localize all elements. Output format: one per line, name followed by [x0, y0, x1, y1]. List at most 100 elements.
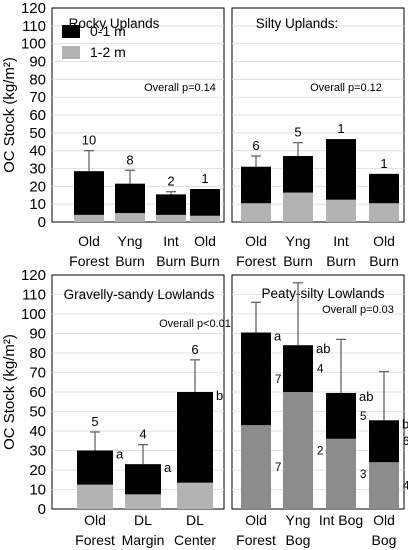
bar-segment-0-1m [283, 156, 313, 193]
category-label: Old [84, 512, 106, 528]
y-tick-label: 90 [29, 326, 46, 343]
category-label: Burn [369, 253, 399, 269]
y-tick-label: 90 [29, 54, 46, 71]
category-label: Yng [118, 233, 143, 249]
sample-size-1-2m: 4 [403, 481, 408, 493]
bar-segment-1-2m [241, 425, 271, 509]
category-label: Old [245, 512, 267, 528]
category-label: DL [186, 512, 204, 528]
bar-segment-1-2m [326, 438, 356, 509]
y-tick-label: 120 [21, 0, 46, 17]
category-label: DL [134, 512, 152, 528]
category-label: Old [373, 233, 395, 249]
sample-size-0-1m: 5 [360, 411, 366, 423]
significance-letter: b [216, 388, 223, 403]
bar-segment-0-1m [326, 139, 356, 200]
legend-label: 1-2 m [90, 44, 126, 60]
sample-size-0-1m: 6 [403, 436, 408, 448]
category-label: Burn [283, 253, 313, 269]
y-tick-label: 70 [29, 365, 46, 382]
bar-segment-1-2m [369, 462, 399, 509]
sample-size-label: 5 [91, 414, 98, 429]
sample-size-1-2m: 7 [275, 462, 281, 474]
y-axis-title: OC Stock (kg/m²) [1, 57, 18, 173]
sample-size-label: 1 [337, 121, 344, 136]
category-label: Old [78, 233, 100, 249]
y-tick-label: 10 [29, 482, 46, 499]
sample-size-label: 4 [139, 427, 146, 442]
y-tick-label: 40 [29, 423, 46, 440]
p-value-annotation: Overall p=0.12 [310, 82, 382, 94]
sample-size-label: 10 [82, 133, 96, 148]
y-tick-label: 10 [29, 196, 46, 213]
y-tick-label: 20 [29, 462, 46, 479]
sample-size-label: 1 [380, 156, 387, 171]
category-label: Old [194, 233, 216, 249]
bar-segment-0-1m [156, 194, 186, 215]
category-label: Burn [115, 253, 145, 269]
y-tick-label: 80 [29, 71, 46, 88]
category-label: Yng [286, 512, 311, 528]
category-label: Burn [156, 253, 186, 269]
y-tick-label: 30 [29, 161, 46, 178]
y-tick-label: 0 [38, 501, 46, 518]
sample-size-label: 6 [191, 342, 198, 357]
y-tick-label: 100 [21, 36, 46, 53]
y-tick-label: 120 [21, 267, 46, 284]
bar-segment-0-1m [125, 464, 161, 495]
panel-title: Peaty-silty Lowlands [261, 286, 384, 301]
category-label: Int [163, 233, 179, 249]
sample-size-0-1m: 7 [275, 374, 281, 386]
bar-segment-0-1m [74, 171, 104, 215]
legend-swatch [62, 46, 80, 59]
bar-segment-1-2m [369, 203, 399, 222]
category-label: Old [245, 233, 267, 249]
bar-segment-0-1m [190, 189, 220, 216]
category-label: Forest [69, 253, 109, 269]
significance-letter: b [402, 416, 408, 431]
significance-letter: ab [359, 389, 373, 404]
sample-size-1-2m: 3 [360, 469, 366, 481]
bar-segment-0-1m [369, 420, 399, 463]
sample-size-label: 2 [167, 174, 174, 189]
bar-segment-1-2m [177, 482, 213, 509]
p-value-annotation: Overall p<0.01 [159, 318, 231, 330]
bar-segment-1-2m [125, 494, 161, 509]
category-label: Int Bog [319, 512, 363, 528]
bar-segment-0-1m [177, 392, 213, 483]
significance-letter: a [164, 460, 172, 475]
significance-letter: a [116, 447, 124, 462]
category-label: Forest [75, 532, 115, 548]
bar-segment-1-2m [283, 192, 313, 222]
p-value-annotation: Overall p=0.03 [322, 304, 394, 316]
legend-swatch [62, 25, 80, 38]
bar-segment-1-2m [190, 215, 220, 222]
category-label: Int [333, 233, 349, 249]
legend-label: 0-1 m [90, 23, 126, 39]
y-tick-label: 80 [29, 345, 46, 362]
category-label: Margin [122, 532, 165, 548]
y-axis-title: OC Stock (kg/m²) [1, 334, 18, 450]
bar-segment-0-1m [369, 173, 399, 204]
bar-segment-1-2m [74, 214, 104, 222]
bar-segment-0-1m [283, 345, 313, 392]
y-tick-label: 0 [38, 214, 46, 231]
category-label: Burn [326, 253, 356, 269]
y-tick-label: 30 [29, 443, 46, 460]
category-label: Burn [190, 253, 220, 269]
category-label: Old [373, 512, 395, 528]
y-tick-label: 110 [22, 287, 46, 304]
y-tick-label: 50 [29, 125, 46, 142]
y-tick-label: 60 [29, 107, 46, 124]
category-label: Forest [236, 532, 276, 548]
y-tick-label: 50 [29, 404, 46, 421]
significance-letter: ab [316, 341, 330, 356]
sample-size-label: 8 [126, 152, 133, 167]
bar-segment-1-2m [326, 199, 356, 222]
category-label: Bog [286, 532, 311, 548]
bar-segment-1-2m [77, 484, 113, 509]
category-label: Center [174, 532, 216, 548]
sample-size-label: 1 [201, 171, 208, 186]
bar-segment-0-1m [241, 166, 271, 204]
